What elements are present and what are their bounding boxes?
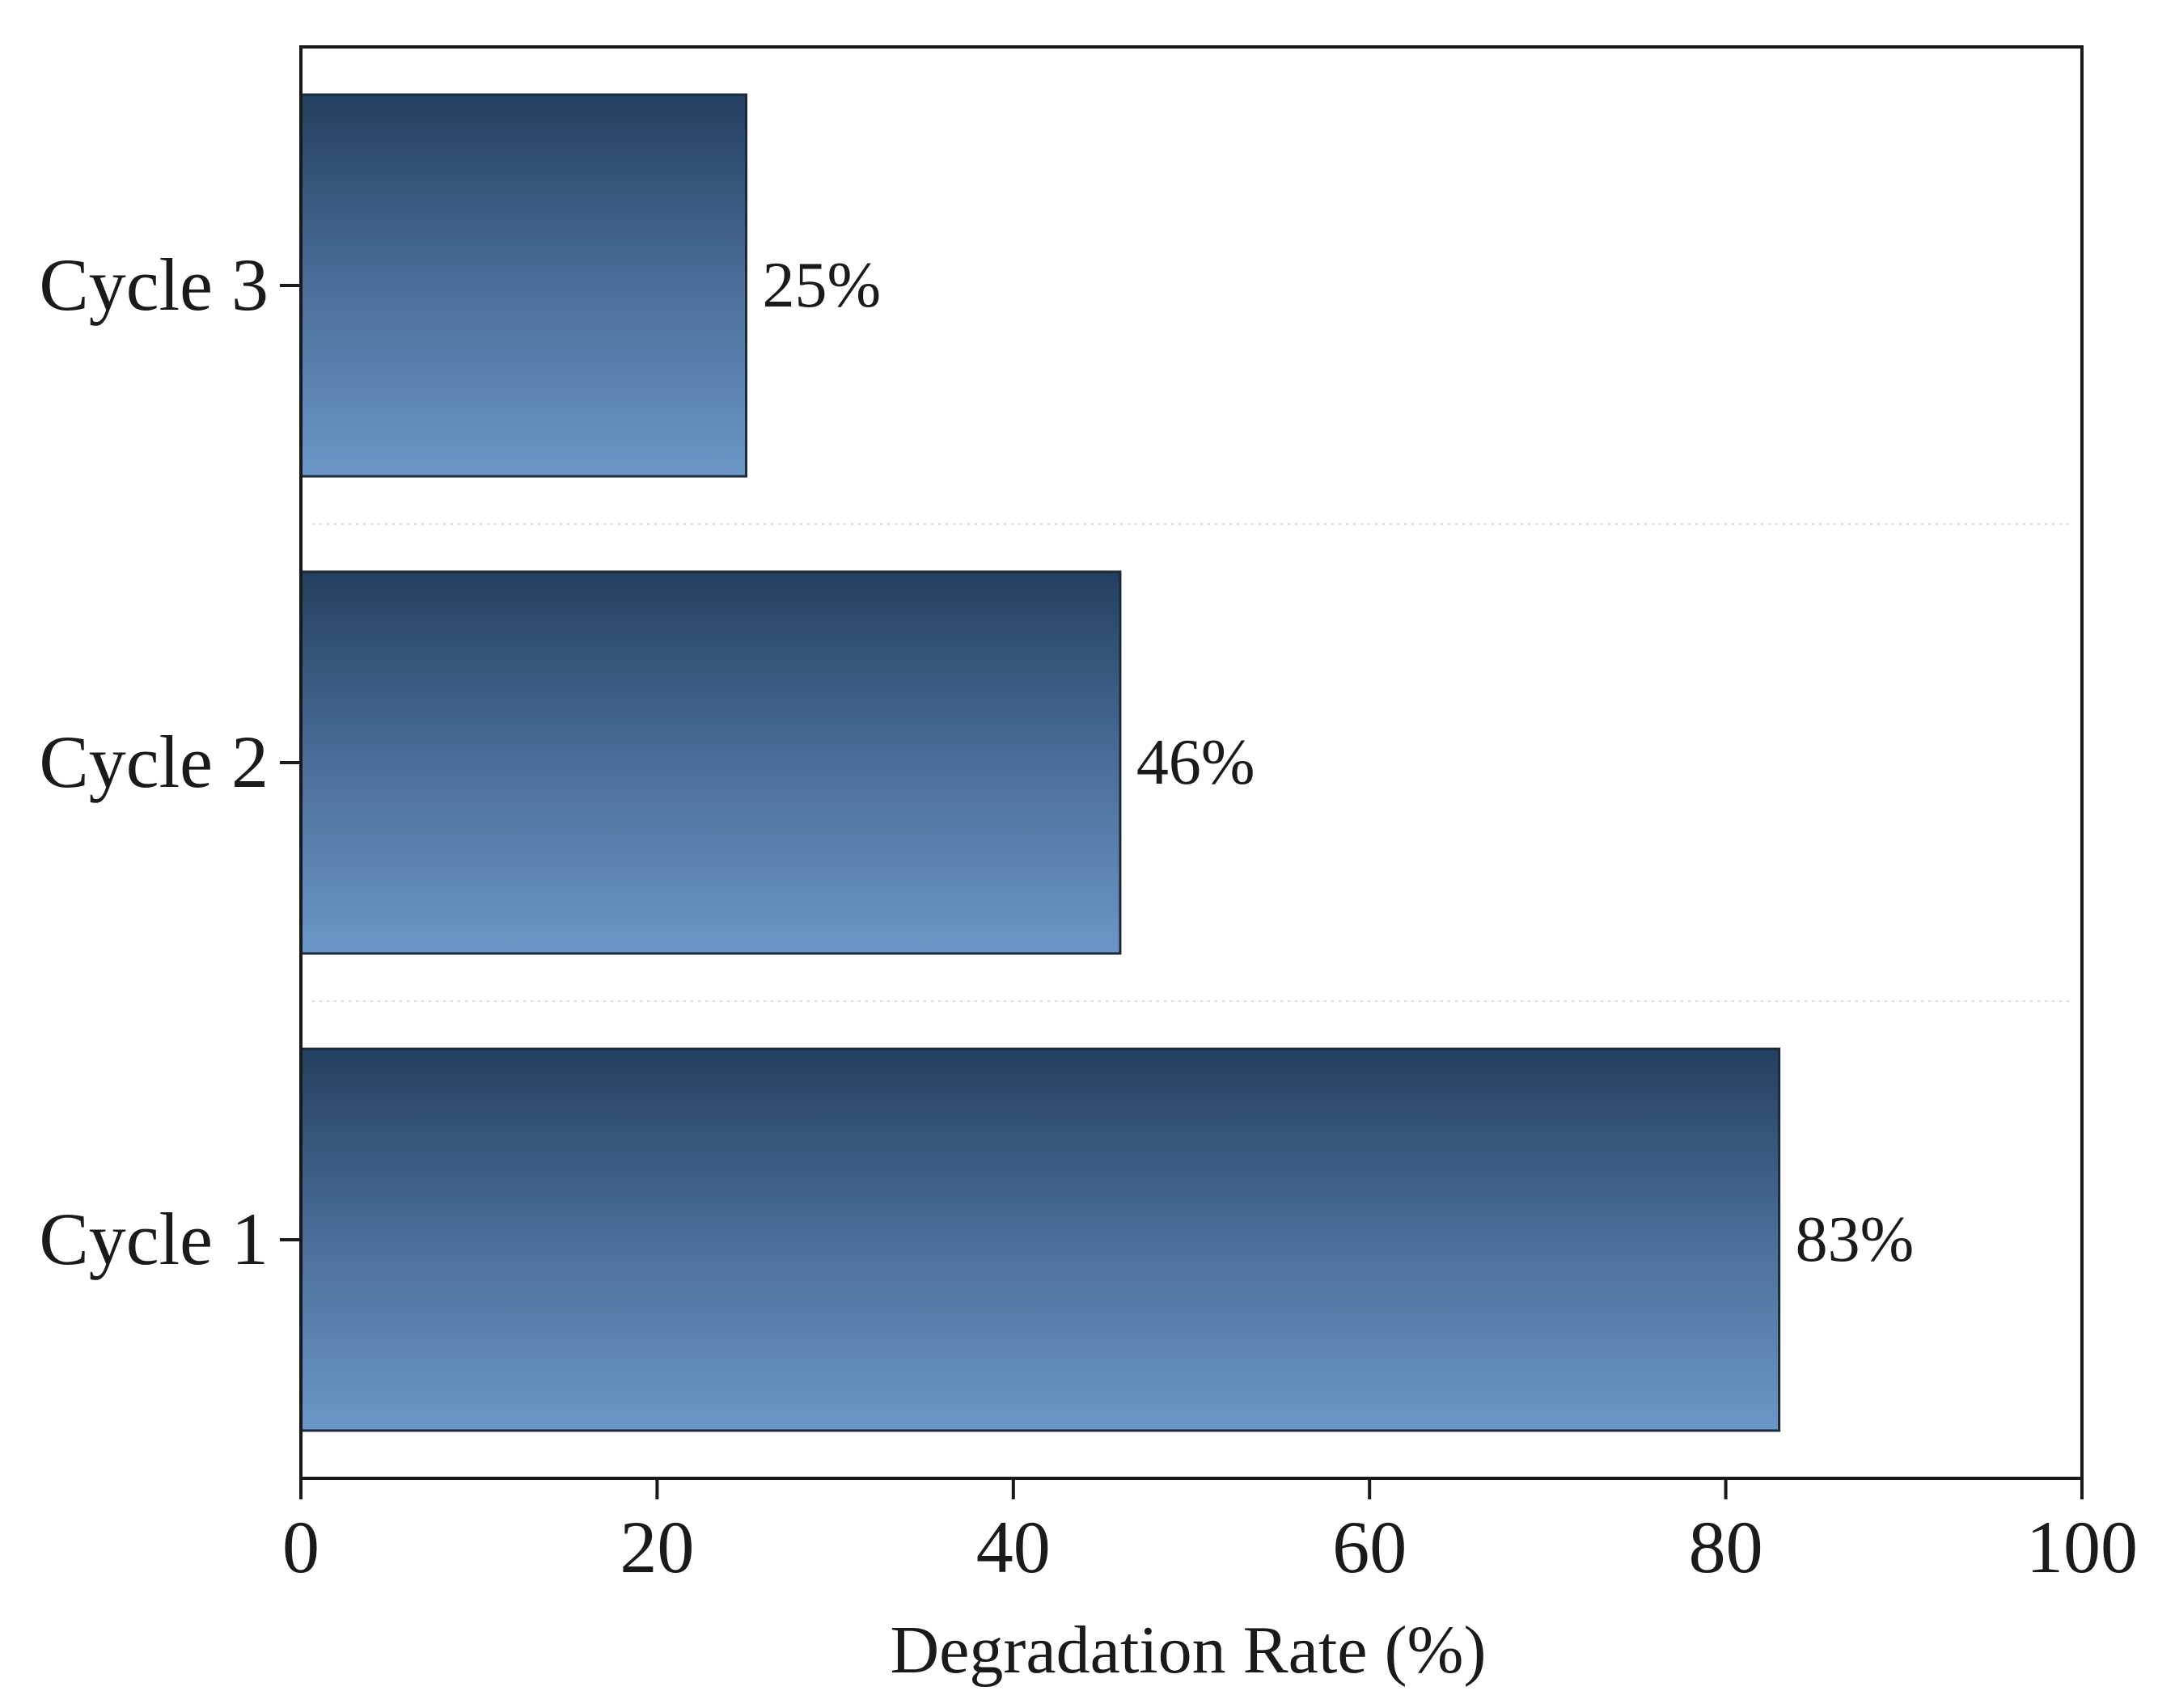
bar-cycle-2 [299, 570, 1122, 955]
y-tick-label: Cycle 3 [39, 243, 269, 326]
y-tick-label: Cycle 1 [39, 1198, 269, 1280]
x-axis: 0 20 40 60 80 100 [282, 1478, 2138, 1588]
x-tick-label: 20 [620, 1506, 694, 1588]
y-tick-label: Cycle 2 [39, 721, 269, 803]
x-tick-label: 0 [282, 1506, 319, 1588]
x-tick-label: 40 [976, 1506, 1051, 1588]
value-labels-group: 83% 46% 25% [763, 250, 1915, 1275]
x-tick-label: 100 [2026, 1506, 2138, 1588]
x-tick-label: 80 [1689, 1506, 1763, 1588]
x-tick-label: 60 [1332, 1506, 1407, 1588]
plot-frame [299, 45, 2084, 1480]
y-axis: Cycle 1 Cycle 2 Cycle 3 [39, 243, 301, 1280]
value-label: 83% [1796, 1204, 1915, 1275]
category-separators [312, 523, 2071, 1002]
x-axis-label: Degradation Rate (%) [890, 1613, 1486, 1688]
bar-cycle-3 [299, 93, 747, 478]
bars-group [299, 93, 1781, 1432]
bar-cycle-1 [299, 1047, 1781, 1432]
value-label: 25% [763, 250, 882, 321]
value-label: 46% [1136, 727, 1255, 798]
